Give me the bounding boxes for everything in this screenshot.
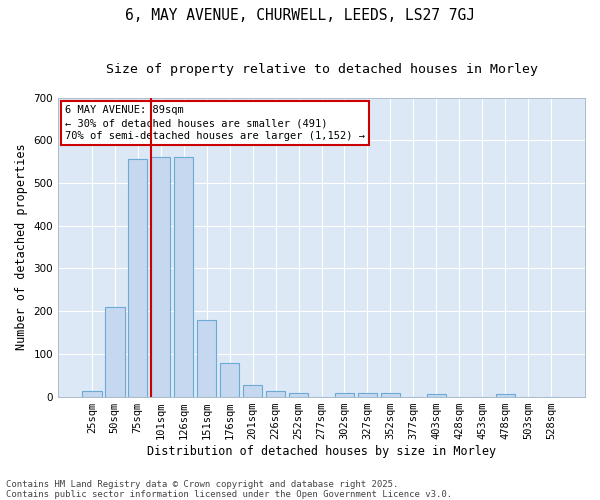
Bar <box>174 158 193 396</box>
Bar <box>380 393 400 396</box>
Bar <box>266 392 286 396</box>
Bar <box>151 158 170 396</box>
Text: 6, MAY AVENUE, CHURWELL, LEEDS, LS27 7GJ: 6, MAY AVENUE, CHURWELL, LEEDS, LS27 7GJ <box>125 8 475 22</box>
Bar <box>427 394 446 396</box>
Text: 6 MAY AVENUE: 89sqm
← 30% of detached houses are smaller (491)
70% of semi-detac: 6 MAY AVENUE: 89sqm ← 30% of detached ho… <box>65 105 365 142</box>
Bar <box>496 394 515 396</box>
Bar <box>335 392 354 396</box>
Bar <box>197 320 217 396</box>
Bar <box>128 160 148 396</box>
Text: Contains HM Land Registry data © Crown copyright and database right 2025.
Contai: Contains HM Land Registry data © Crown c… <box>6 480 452 499</box>
Bar <box>358 392 377 396</box>
Y-axis label: Number of detached properties: Number of detached properties <box>15 144 28 350</box>
Bar <box>289 392 308 396</box>
Bar <box>243 384 262 396</box>
Bar <box>105 307 125 396</box>
Title: Size of property relative to detached houses in Morley: Size of property relative to detached ho… <box>106 62 538 76</box>
Bar <box>220 364 239 396</box>
X-axis label: Distribution of detached houses by size in Morley: Distribution of detached houses by size … <box>147 444 496 458</box>
Bar <box>82 392 101 396</box>
